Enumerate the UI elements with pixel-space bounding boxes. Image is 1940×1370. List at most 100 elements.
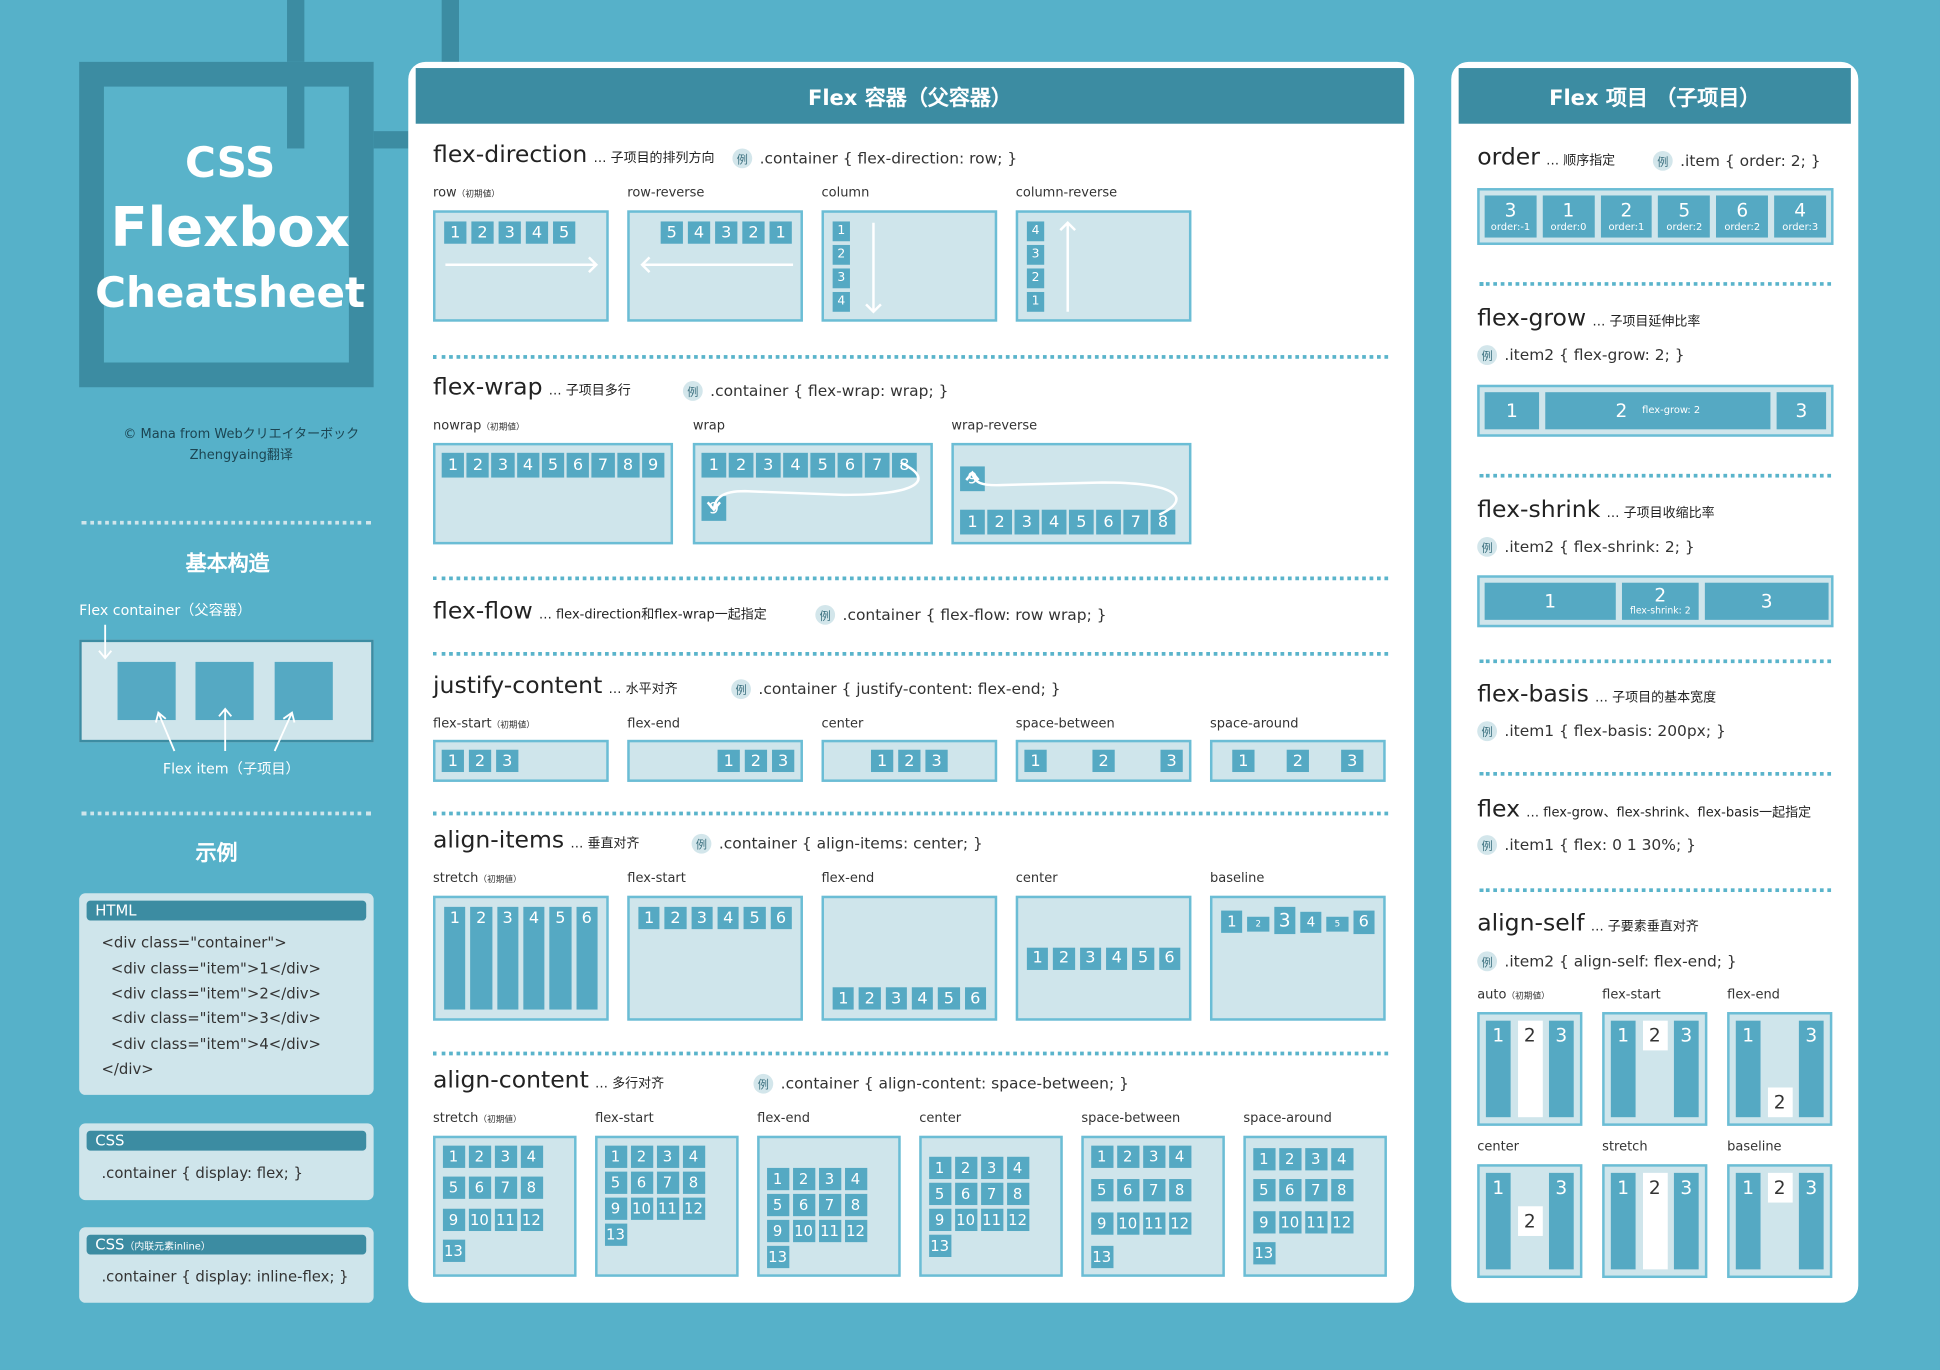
decor <box>441 0 460 62</box>
flex-item: 3 <box>496 749 519 773</box>
arrow-path <box>965 470 1178 516</box>
flex-item: 6 <box>1353 910 1375 935</box>
flex-item: 1 <box>1221 910 1243 933</box>
section-header: flex-flow … flex-direction和flex-wrap一起指定 <box>433 598 767 625</box>
flex-item: 9 <box>928 1208 951 1231</box>
flex-item: 4 <box>911 987 934 1010</box>
code-label: CSS <box>95 1132 125 1150</box>
demo-name: space-around <box>1243 1111 1332 1126</box>
flex-item: 12 <box>520 1208 543 1231</box>
section-title: flex-grow <box>1477 304 1587 332</box>
flex-item: 1 <box>766 1167 789 1190</box>
example-tag: 例 <box>1652 150 1673 171</box>
demo-name: nowrap <box>433 418 482 434</box>
demo-label: flex-start <box>1602 987 1661 1002</box>
flex-item: 1 <box>638 906 660 930</box>
flex-item: 2 <box>1642 1020 1668 1051</box>
example-tag: 例 <box>753 1073 774 1094</box>
panel-header: Flex 容器（父容器） <box>415 68 1405 124</box>
flex-item: 1 <box>928 1156 951 1179</box>
flex-item: 7 <box>591 452 615 478</box>
flex-item: 3 <box>1160 749 1183 773</box>
section-header: order … 顺序指定 <box>1477 144 1615 171</box>
flex-item: 1 <box>701 452 727 478</box>
flex-item: 6 <box>837 452 863 478</box>
demo-name: stretch <box>433 870 479 886</box>
code-line: </div> <box>101 1060 154 1078</box>
item-text: 4 <box>1794 198 1807 221</box>
flex-item: 2 <box>630 1145 653 1168</box>
section-header: align-content … 多行对齐 <box>433 1066 664 1093</box>
flex-item: 12 <box>682 1196 705 1220</box>
item-note: order:2 <box>1666 220 1703 232</box>
flex-item: 1 <box>441 749 464 773</box>
flex-item: 2 <box>1278 1147 1301 1171</box>
flex-item: 8 <box>1330 1179 1353 1202</box>
divider <box>1479 282 1832 286</box>
flex-item: 5 <box>604 1171 627 1194</box>
flex-item: 1 <box>1484 392 1540 430</box>
section-desc: … flex-grow、flex-shrink、flex-basis一起指定 <box>1526 805 1812 821</box>
flex-item: 6 <box>576 906 598 1010</box>
flex-item: 2 <box>792 1167 815 1190</box>
flex-item: 5 <box>1326 916 1349 932</box>
demo-label: center <box>1477 1139 1519 1154</box>
flex-item: 8 <box>892 452 917 478</box>
code-line: <div class="item">4</div> <box>101 1035 321 1053</box>
flex-item: 12 <box>844 1219 867 1242</box>
flex-item: 2 <box>728 452 754 478</box>
demo-name: baseline <box>1727 1139 1782 1155</box>
flex-item: 1 <box>960 509 985 535</box>
flex-item: 1 <box>1485 1020 1511 1118</box>
flex-item: 9 <box>701 496 727 521</box>
flex-item: 3 order:-1 <box>1484 195 1537 238</box>
demo-name: space-between <box>1081 1111 1181 1126</box>
code-line: <div class="item">3</div> <box>101 1010 321 1028</box>
flex-item: 2 <box>1767 1087 1793 1118</box>
demo-note: （初期値） <box>478 874 522 885</box>
flex-item: 3 <box>491 452 515 478</box>
demo-name: row <box>433 185 457 201</box>
example-code: .item2 { flex-grow: 2; } <box>1504 345 1685 364</box>
example-tag: 例 <box>732 148 753 169</box>
example-code: .item1 { flex: 0 1 30%; } <box>1504 834 1696 854</box>
flex-item: 4 <box>1300 911 1322 933</box>
flex-item: 8 <box>616 452 640 478</box>
flex-item: 11 <box>656 1196 679 1220</box>
flex-item: 4 <box>1041 509 1067 535</box>
section-title: align-self <box>1477 909 1585 937</box>
flex-item: 5 <box>938 987 960 1010</box>
section-title: justify-content <box>433 671 603 700</box>
demo-label: flex-end <box>822 871 875 886</box>
item-text: 1 <box>1562 198 1575 221</box>
section-title: align-items <box>433 826 565 854</box>
example-code: .item2 { flex-shrink: 2; } <box>1504 536 1695 556</box>
structure-arrows <box>98 624 296 752</box>
flex-item: 2 <box>1116 1145 1139 1168</box>
demo-label: space-around <box>1210 716 1298 731</box>
flex-item: 2 <box>468 749 492 773</box>
demo-label: space-between <box>1016 716 1115 731</box>
flex-item: 6 <box>1096 509 1121 535</box>
example-tag: 例 <box>1477 835 1498 855</box>
flex-demo: 1 2 3 4 5 6 7 8 9 10 11 12 13 <box>595 1135 739 1277</box>
title-frame <box>79 61 374 388</box>
demo-name: stretch <box>433 1111 479 1126</box>
section-desc: … 水平对齐 <box>608 681 678 697</box>
flex-item: 3 <box>1798 1020 1824 1118</box>
demo-label: stretch <box>1602 1139 1647 1154</box>
flex-item: 2 <box>1247 916 1269 932</box>
flex-item: 4 <box>523 906 545 1010</box>
code-line: <div class="item">2</div> <box>101 984 321 1003</box>
arrow-path <box>865 222 882 314</box>
flex-demo: 3 order:-1 1 order:0 2 order:1 5 order:2 6 order:… <box>1477 188 1834 245</box>
code-block: HTML <div class="container"> <div class="… <box>79 893 374 1095</box>
item-text: 3 <box>1795 398 1808 422</box>
code-block: CSS （内联元素inline） .container { display: inl… <box>79 1227 374 1303</box>
flex-item: 2 <box>859 987 881 1010</box>
demo-name: space-around <box>1209 716 1299 732</box>
flex-item: 6 <box>630 1171 653 1194</box>
item-text: 2 <box>1615 398 1628 422</box>
